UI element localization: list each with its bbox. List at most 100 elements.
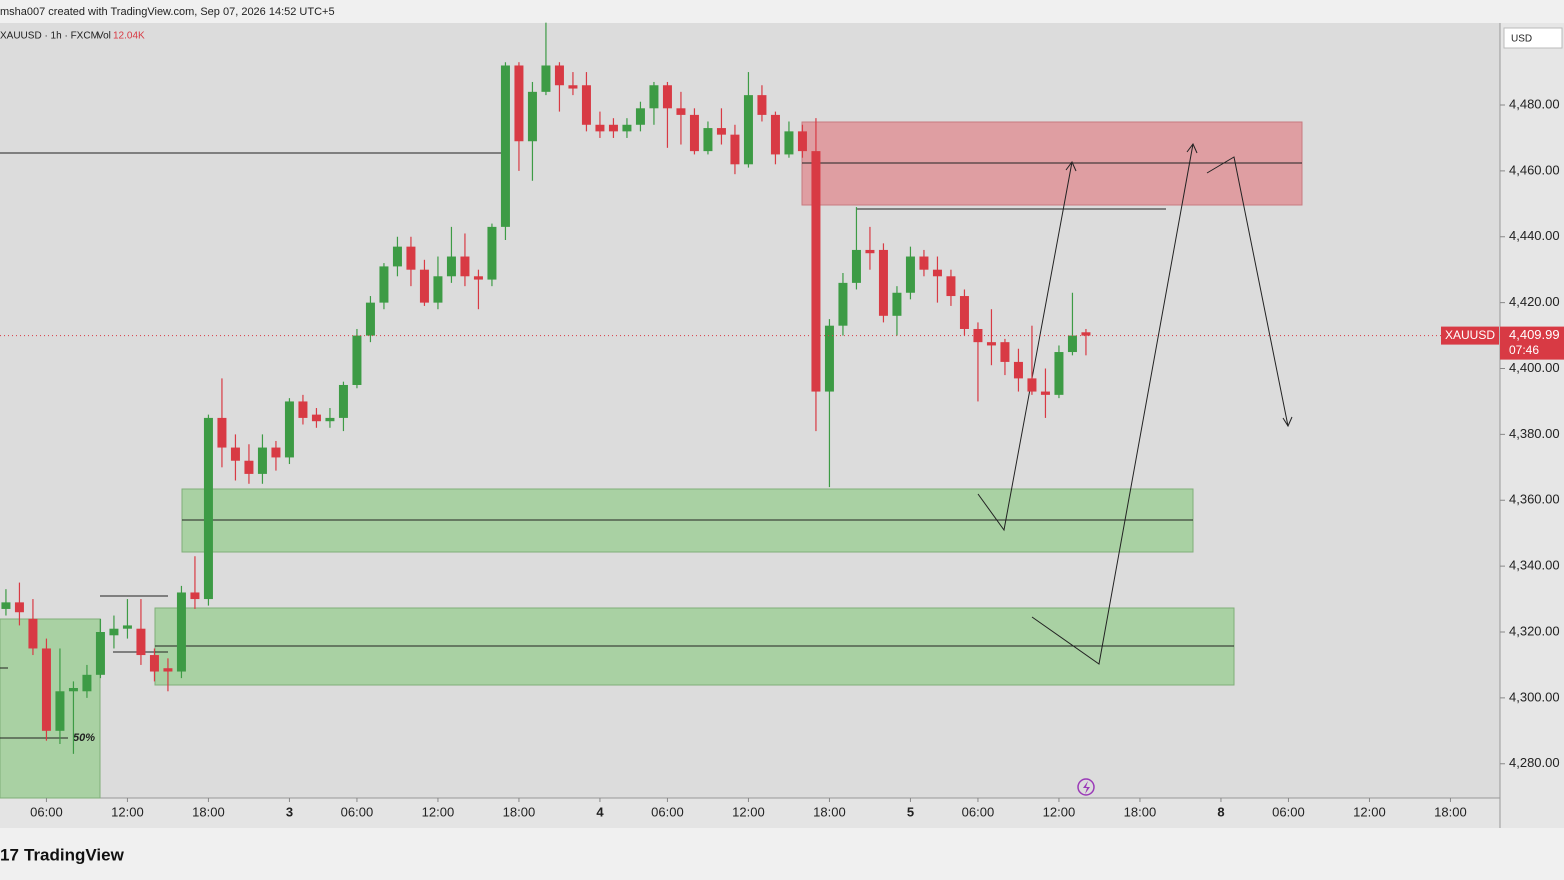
candle-body — [878, 249, 888, 316]
candle-body — [244, 460, 254, 474]
x-tick-label: 12:00 — [1043, 804, 1076, 819]
candle-body — [568, 85, 578, 89]
candle-body — [136, 628, 146, 656]
candle-body — [68, 687, 78, 692]
candle-body — [797, 131, 807, 152]
x-tick-label: 3 — [286, 804, 293, 819]
candle-body — [122, 625, 132, 629]
candle-body — [851, 249, 861, 283]
candle-body — [190, 592, 200, 600]
candle-body — [298, 401, 308, 418]
x-tick-label: 18:00 — [813, 804, 846, 819]
time-axis — [0, 798, 1500, 828]
candle-body — [919, 256, 929, 270]
candle-body — [662, 85, 672, 109]
candle-body — [41, 648, 51, 731]
logo-mark: 17 — [0, 845, 19, 864]
candle-body — [946, 276, 956, 297]
candle-body — [379, 266, 389, 303]
candle-body — [784, 131, 794, 155]
credit: msha007 created with TradingView.com, Se… — [0, 6, 335, 18]
candle-body — [824, 325, 834, 392]
candle-body — [163, 668, 173, 672]
candle-body — [770, 114, 780, 155]
currency: USD — [1511, 34, 1532, 45]
candle-body — [419, 269, 429, 303]
y-tick-label: 4,320.00 — [1509, 623, 1560, 638]
candle-body — [14, 602, 24, 613]
y-tick-label: 4,300.00 — [1509, 689, 1560, 704]
candle-body — [392, 246, 402, 267]
candle-body — [109, 628, 119, 636]
x-tick-label: 06:00 — [1272, 804, 1305, 819]
candle-body — [649, 85, 659, 109]
candle-body — [460, 256, 470, 277]
candle-body — [1000, 342, 1010, 362]
fib-label: 50% — [73, 732, 95, 744]
candle-body — [554, 65, 564, 86]
candle-body — [730, 134, 740, 165]
price-tag-symbol: XAUUSD — [1445, 328, 1495, 342]
candle-body — [55, 691, 65, 731]
candle-body — [892, 292, 902, 316]
candle-body — [743, 95, 753, 165]
candle-body — [1067, 335, 1077, 353]
x-tick-label: 06:00 — [962, 804, 995, 819]
candle-body — [973, 328, 983, 343]
candle-body — [595, 124, 605, 132]
candle-body — [487, 226, 497, 280]
currency-box[interactable] — [1503, 27, 1563, 49]
countdown: 07:46 — [1509, 343, 1539, 357]
x-tick-label: 18:00 — [1124, 804, 1157, 819]
candle-body — [338, 384, 348, 418]
candle-body — [217, 417, 227, 448]
x-tick-label: 18:00 — [192, 804, 225, 819]
x-tick-label: 06:00 — [651, 804, 684, 819]
candle-body — [1027, 378, 1037, 392]
candle-body — [284, 401, 294, 458]
candle-body — [95, 631, 105, 675]
volume-legend: Vol — [97, 31, 111, 42]
candle-body — [176, 592, 186, 672]
candle-body — [406, 246, 416, 270]
event-icon[interactable] — [1077, 778, 1095, 796]
candle-body — [986, 342, 996, 346]
y-tick-label: 4,440.00 — [1509, 228, 1560, 243]
candle-body — [203, 417, 213, 600]
y-tick-label: 4,360.00 — [1509, 492, 1560, 507]
event-icon-bolt — [1083, 781, 1090, 794]
candle-body — [959, 296, 969, 329]
candle-body — [676, 108, 686, 115]
price-tag-value: 4,409.99 — [1509, 327, 1560, 342]
candle-body — [433, 276, 443, 303]
candle-body — [1040, 391, 1050, 395]
candle-body — [257, 447, 267, 474]
x-tick-label: 06:00 — [30, 804, 63, 819]
volume-value: 12.04K — [113, 31, 145, 42]
candle-body — [473, 276, 483, 280]
x-tick-label: 8 — [1217, 804, 1224, 819]
x-tick-label: 12:00 — [732, 804, 765, 819]
x-tick-label: 12:00 — [111, 804, 144, 819]
x-tick-label: 4 — [596, 804, 604, 819]
candle-body — [757, 95, 767, 115]
candle-body — [689, 114, 699, 152]
candle-body — [932, 269, 942, 277]
symbol-legend: XAUUSD · 1h · FXCM — [0, 31, 99, 42]
candle-body — [271, 447, 281, 458]
candle-body — [811, 151, 821, 392]
candle-body — [581, 85, 591, 125]
price-tag — [1500, 326, 1564, 360]
candle-body — [446, 256, 456, 277]
y-tick-label: 4,460.00 — [1509, 162, 1560, 177]
candle-body — [149, 655, 159, 672]
y-tick-label: 4,480.00 — [1509, 96, 1560, 111]
candle-body — [838, 282, 848, 326]
x-tick-label: 12:00 — [422, 804, 455, 819]
y-tick-label: 4,400.00 — [1509, 360, 1560, 375]
candle-body — [1054, 352, 1064, 395]
candle-body — [514, 65, 524, 142]
candle-body — [541, 65, 551, 92]
candle-body — [622, 124, 632, 132]
